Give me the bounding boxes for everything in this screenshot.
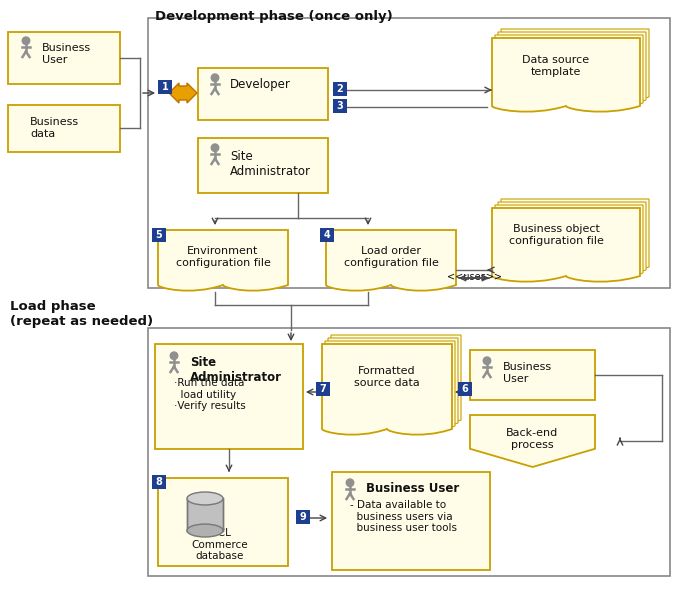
PathPatch shape xyxy=(158,230,288,290)
Text: 9: 9 xyxy=(299,512,306,522)
PathPatch shape xyxy=(501,29,649,102)
PathPatch shape xyxy=(328,338,458,429)
PathPatch shape xyxy=(498,32,646,105)
Bar xyxy=(198,68,328,120)
Bar xyxy=(148,328,670,576)
Text: Site
Administrator: Site Administrator xyxy=(190,356,282,384)
Text: Business User: Business User xyxy=(366,482,459,495)
Circle shape xyxy=(211,144,219,151)
Bar xyxy=(296,510,310,524)
Text: 6: 6 xyxy=(462,384,469,394)
Circle shape xyxy=(22,37,30,45)
Bar xyxy=(152,475,166,489)
Text: Business object
configuration file: Business object configuration file xyxy=(509,224,604,246)
Text: Business
data: Business data xyxy=(30,117,79,138)
Bar xyxy=(332,472,490,570)
Text: Environment
configuration file: Environment configuration file xyxy=(176,246,270,267)
Bar xyxy=(333,99,347,113)
Text: ·Run the data
  load utility
·Verify results: ·Run the data load utility ·Verify resul… xyxy=(174,378,246,411)
Bar xyxy=(158,478,288,566)
Bar xyxy=(8,32,120,84)
Bar xyxy=(187,498,223,531)
Bar xyxy=(148,18,670,288)
Ellipse shape xyxy=(187,492,223,505)
Text: Back-end
process: Back-end process xyxy=(506,428,558,449)
PathPatch shape xyxy=(326,230,456,290)
Bar xyxy=(8,105,120,152)
Text: Business
User: Business User xyxy=(42,43,91,65)
Text: Load order
configuration file: Load order configuration file xyxy=(344,246,439,267)
Text: HCL
Commerce
database: HCL Commerce database xyxy=(191,528,249,561)
Bar xyxy=(333,82,347,96)
Ellipse shape xyxy=(187,524,223,537)
Circle shape xyxy=(346,479,354,487)
Bar xyxy=(320,228,334,242)
Text: Load phase
(repeat as needed): Load phase (repeat as needed) xyxy=(10,300,153,328)
Bar xyxy=(458,382,472,396)
PathPatch shape xyxy=(331,335,461,426)
PathPatch shape xyxy=(498,202,646,276)
PathPatch shape xyxy=(501,199,649,273)
Polygon shape xyxy=(169,83,197,103)
Circle shape xyxy=(483,357,491,365)
PathPatch shape xyxy=(495,205,643,279)
Text: Developer: Developer xyxy=(230,78,291,91)
Text: 1: 1 xyxy=(162,82,168,92)
Text: 4: 4 xyxy=(324,230,331,240)
Text: 2: 2 xyxy=(337,84,344,94)
Circle shape xyxy=(170,352,178,359)
Text: Development phase (once only): Development phase (once only) xyxy=(155,10,392,23)
PathPatch shape xyxy=(492,208,640,282)
Bar xyxy=(158,80,172,94)
Text: <<uses>>: <<uses>> xyxy=(447,272,502,282)
Text: Data source
template: Data source template xyxy=(522,55,589,77)
Circle shape xyxy=(211,74,219,81)
Text: - Data available to
  business users via
  business user tools: - Data available to business users via b… xyxy=(350,500,457,533)
PathPatch shape xyxy=(492,38,640,112)
PathPatch shape xyxy=(322,344,452,435)
Text: Site
Administrator: Site Administrator xyxy=(230,150,311,178)
Bar xyxy=(316,382,330,396)
Text: 5: 5 xyxy=(155,230,162,240)
Text: Formatted
source data: Formatted source data xyxy=(354,366,420,388)
Bar xyxy=(155,344,303,449)
Text: 3: 3 xyxy=(337,101,344,111)
Bar xyxy=(470,350,595,400)
Bar xyxy=(152,228,166,242)
PathPatch shape xyxy=(325,341,455,432)
Text: Business
User: Business User xyxy=(503,362,552,383)
Text: 8: 8 xyxy=(155,477,162,487)
PathPatch shape xyxy=(495,35,643,108)
Text: 7: 7 xyxy=(320,384,327,394)
Polygon shape xyxy=(470,415,595,467)
Bar xyxy=(198,138,328,193)
